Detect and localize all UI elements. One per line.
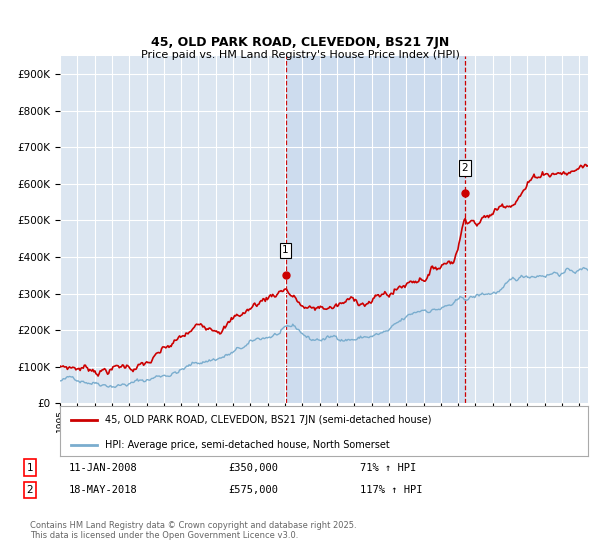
Text: 117% ↑ HPI: 117% ↑ HPI (360, 485, 422, 495)
Bar (286, 56, 465, 403)
Text: 1: 1 (26, 463, 34, 473)
Text: 2: 2 (461, 163, 468, 173)
Text: Contains HM Land Registry data © Crown copyright and database right 2025.
This d: Contains HM Land Registry data © Crown c… (30, 521, 356, 540)
Text: 45, OLD PARK ROAD, CLEVEDON, BS21 7JN: 45, OLD PARK ROAD, CLEVEDON, BS21 7JN (151, 36, 449, 49)
Text: HPI: Average price, semi-detached house, North Somerset: HPI: Average price, semi-detached house,… (105, 440, 389, 450)
Text: 45, OLD PARK ROAD, CLEVEDON, BS21 7JN (semi-detached house): 45, OLD PARK ROAD, CLEVEDON, BS21 7JN (s… (105, 415, 431, 425)
Text: Price paid vs. HM Land Registry's House Price Index (HPI): Price paid vs. HM Land Registry's House … (140, 50, 460, 60)
Text: 18-MAY-2018: 18-MAY-2018 (69, 485, 138, 495)
Text: 71% ↑ HPI: 71% ↑ HPI (360, 463, 416, 473)
Text: £350,000: £350,000 (228, 463, 278, 473)
Text: 1: 1 (282, 245, 289, 255)
Text: 11-JAN-2008: 11-JAN-2008 (69, 463, 138, 473)
Text: 2: 2 (26, 485, 34, 495)
Text: £575,000: £575,000 (228, 485, 278, 495)
